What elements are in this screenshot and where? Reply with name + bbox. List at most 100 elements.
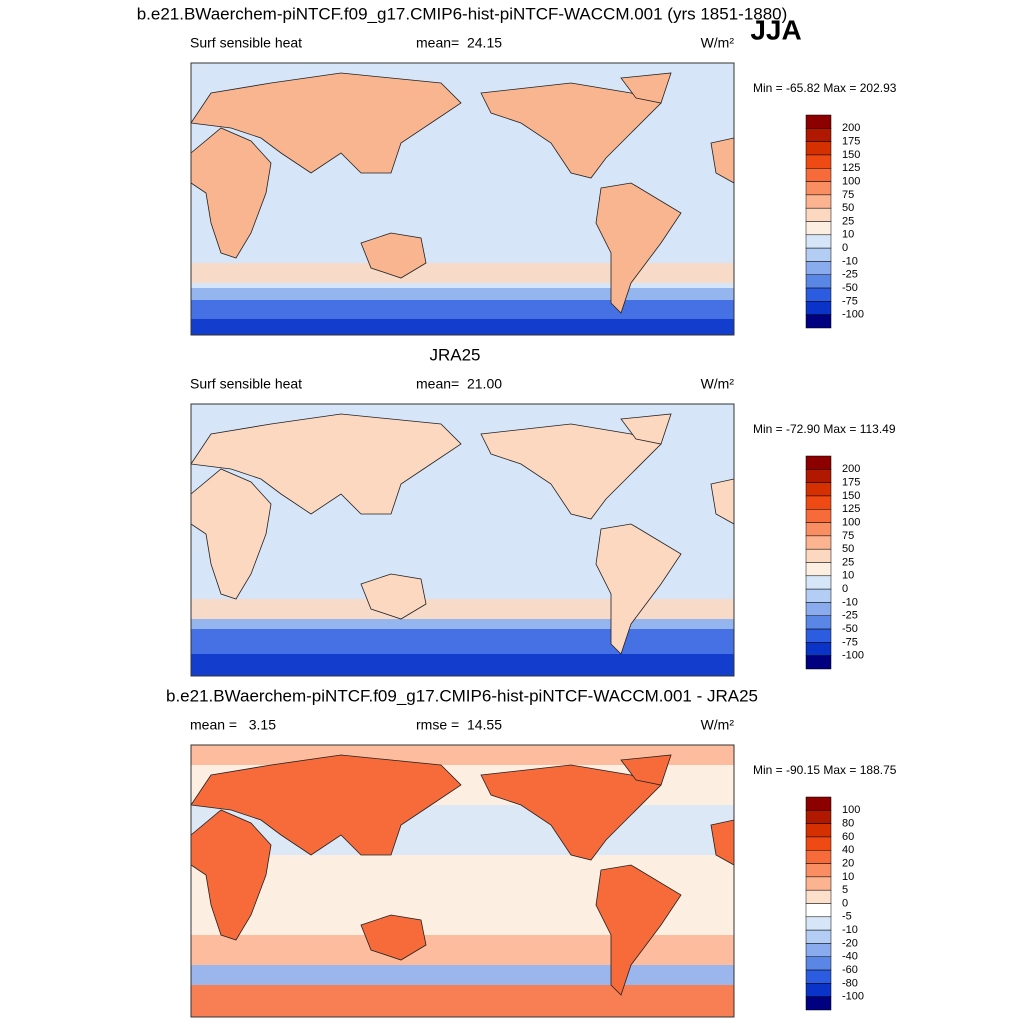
colorbar-box bbox=[805, 823, 832, 838]
min-max: Min = -65.82 Max = 202.93 bbox=[753, 81, 897, 95]
colorbar-label: -5 bbox=[842, 911, 852, 923]
panel-title: JRA25 bbox=[429, 345, 480, 364]
colorbar-box bbox=[805, 575, 832, 590]
colorbar-label: 40 bbox=[842, 844, 854, 856]
colorbar-box bbox=[805, 287, 832, 302]
colorbar-box bbox=[805, 141, 832, 156]
colorbar-box bbox=[805, 903, 832, 918]
colorbar-label: 60 bbox=[842, 831, 854, 843]
field-band bbox=[191, 263, 734, 283]
colorbar-label: 20 bbox=[842, 857, 854, 869]
colorbar-label: 50 bbox=[842, 202, 854, 214]
colorbar-box bbox=[805, 889, 832, 904]
map bbox=[190, 403, 735, 677]
colorbar-box bbox=[805, 261, 832, 275]
colorbar-box bbox=[805, 836, 832, 851]
colorbar-label: 150 bbox=[842, 490, 860, 502]
colorbar-box bbox=[805, 128, 832, 142]
colorbar-label: -10 bbox=[842, 255, 858, 267]
colorbar-label: -40 bbox=[842, 951, 858, 963]
field-band bbox=[191, 654, 734, 676]
colorbar-box bbox=[805, 628, 832, 643]
colorbar-box bbox=[805, 535, 832, 550]
colorbar-label: -100 bbox=[842, 309, 864, 321]
colorbar-box bbox=[805, 602, 832, 616]
colorbar-label: 200 bbox=[842, 122, 860, 134]
field-band bbox=[191, 288, 734, 300]
colorbar-box bbox=[805, 234, 832, 249]
colorbar-box bbox=[805, 969, 832, 984]
center-label: mean= 24.15 bbox=[416, 35, 502, 51]
colorbar-box bbox=[805, 916, 832, 931]
colorbar-box bbox=[805, 876, 832, 891]
colorbar-label: 175 bbox=[842, 136, 860, 148]
colorbar-label: 10 bbox=[842, 570, 854, 582]
colorbar-box bbox=[805, 314, 832, 329]
colorbar-box bbox=[805, 810, 832, 824]
units: W/m² bbox=[701, 717, 735, 733]
colorbar-box bbox=[805, 588, 832, 603]
colorbar-label: 80 bbox=[842, 818, 854, 830]
colorbar-box bbox=[805, 796, 832, 811]
colorbar-box bbox=[805, 154, 832, 169]
colorbar-box bbox=[805, 482, 832, 497]
colorbar-box bbox=[805, 274, 832, 289]
colorbar-box bbox=[805, 863, 832, 878]
left-label: mean = 3.15 bbox=[190, 717, 276, 733]
colorbar-box bbox=[805, 509, 832, 523]
colorbar-box bbox=[805, 221, 832, 236]
colorbar-label: 0 bbox=[842, 897, 848, 909]
field-band bbox=[191, 935, 734, 965]
colorbar-label: 125 bbox=[842, 162, 860, 174]
colorbar-label: -10 bbox=[842, 596, 858, 608]
map-frame bbox=[190, 403, 735, 677]
colorbar-label: 10 bbox=[842, 229, 854, 241]
colorbar-label: 200 bbox=[842, 463, 860, 475]
colorbar-label: 75 bbox=[842, 530, 854, 542]
left-label: Surf sensible heat bbox=[190, 376, 302, 392]
colorbar-label: -25 bbox=[842, 610, 858, 622]
colorbar-box bbox=[805, 996, 832, 1011]
colorbar-box bbox=[805, 522, 832, 537]
field-band bbox=[191, 619, 734, 629]
main-title: b.e21.BWaerchem-piNTCF.f09_g17.CMIP6-his… bbox=[137, 4, 788, 23]
colorbar-label: 75 bbox=[842, 189, 854, 201]
units: W/m² bbox=[701, 376, 735, 392]
map-frame bbox=[190, 62, 735, 336]
panel: JRA25 Surf sensible heat mean= 21.00 W/m² Mi… bbox=[190, 345, 896, 677]
colorbar-label: -100 bbox=[842, 991, 864, 1003]
panel-title: b.e21.BWaerchem-piNTCF.f09_g17.CMIP6-his… bbox=[166, 686, 758, 705]
colorbar-box bbox=[805, 642, 832, 656]
colorbar-label: -25 bbox=[842, 269, 858, 281]
colorbar-box bbox=[805, 929, 832, 944]
colorbar-label: -60 bbox=[842, 964, 858, 976]
colorbar-box bbox=[805, 655, 832, 670]
center-label: rmse = 14.55 bbox=[416, 717, 502, 733]
field-band bbox=[191, 599, 734, 619]
colorbar-label: 50 bbox=[842, 543, 854, 555]
colorbar-label: 25 bbox=[842, 215, 854, 227]
colorbar-box bbox=[805, 615, 832, 630]
min-max: Min = -72.90 Max = 113.49 bbox=[753, 422, 896, 436]
map bbox=[190, 62, 735, 336]
left-label: Surf sensible heat bbox=[190, 35, 302, 51]
map bbox=[190, 744, 735, 1018]
colorbar-box bbox=[805, 548, 832, 563]
colorbar-label: -50 bbox=[842, 623, 858, 635]
colorbar-label: 125 bbox=[842, 503, 860, 515]
colorbar-box bbox=[805, 562, 832, 577]
map-frame bbox=[190, 744, 735, 1018]
colorbar-label: -10 bbox=[842, 924, 858, 936]
colorbar-label: -100 bbox=[842, 650, 864, 662]
colorbar-box bbox=[805, 181, 832, 196]
colorbar-box bbox=[805, 207, 832, 222]
colorbar-label: 100 bbox=[842, 175, 860, 187]
colorbar-label: -20 bbox=[842, 937, 858, 949]
colorbar-label: 175 bbox=[842, 477, 860, 489]
colorbar-box bbox=[805, 850, 832, 864]
colorbar-box bbox=[805, 469, 832, 483]
colorbar-label: -75 bbox=[842, 636, 858, 648]
field-band bbox=[191, 985, 734, 1017]
colorbar-label: -50 bbox=[842, 282, 858, 294]
